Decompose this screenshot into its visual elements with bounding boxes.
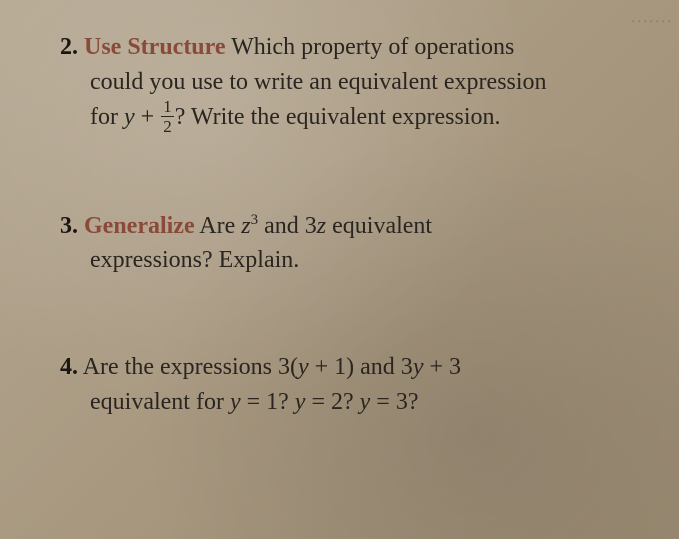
fraction-denominator: 2: [161, 117, 174, 135]
question-number-4: 4.: [60, 354, 78, 380]
q3-3z-var: z: [317, 213, 326, 239]
q4-line1-prefix: Are the expressions 3(: [83, 354, 298, 380]
q4-eq1-rest: = 1?: [241, 389, 295, 415]
q2-line2-wrap: could you use to write an equivalent exp…: [60, 65, 629, 100]
fraction-one-half: 12: [161, 98, 174, 135]
q2-plus: +: [135, 104, 161, 130]
q3-line2-wrap: expressions? Explain.: [60, 243, 629, 278]
question-number-2: 2.: [60, 34, 78, 60]
q4-eq3-var: y: [360, 389, 371, 415]
question-3: 3. Generalize Are z3 and 3z equivalent e…: [60, 209, 629, 279]
question-4-text: 4. Are the expressions 3(y + 1) and 3y +…: [60, 350, 629, 420]
fraction-numerator: 1: [161, 98, 174, 117]
q4-y1: y: [298, 354, 309, 380]
q2-line1: Which property of operations: [226, 34, 515, 60]
q3-z-cubed-base: z: [241, 213, 250, 239]
q2-line2: could you use to write an equivalent exp…: [90, 69, 547, 95]
q4-eq2-rest: = 2?: [305, 389, 359, 415]
question-4: 4. Are the expressions 3(y + 1) and 3y +…: [60, 350, 629, 420]
q3-line1-mid: and 3: [258, 213, 317, 239]
question-2: 2. Use Structure Which property of opera…: [60, 30, 629, 137]
q4-line2-prefix: equivalent for: [90, 389, 230, 415]
q4-y2: y: [413, 354, 424, 380]
q4-line2-wrap: equivalent for y = 1? y = 2? y = 3?: [60, 385, 629, 420]
margin-dots: • • • • • • •: [631, 15, 671, 31]
q4-line1-mid: + 1) and 3: [309, 354, 413, 380]
q4-eq2-var: y: [295, 389, 306, 415]
q4-eq1-var: y: [230, 389, 241, 415]
q3-z-cubed-exp: 3: [251, 212, 259, 228]
skill-label-generalize: Generalize: [84, 213, 195, 239]
q2-line3-wrap: for y + 12? Write the equivalent express…: [60, 100, 629, 137]
q4-line1-suffix: + 3: [423, 354, 461, 380]
q3-line1-prefix: Are: [195, 213, 242, 239]
q2-line3-prefix: for: [90, 104, 124, 130]
question-2-text: 2. Use Structure Which property of opera…: [60, 30, 629, 137]
q3-line1-suffix: equivalent: [326, 213, 432, 239]
skill-label-use-structure: Use Structure: [84, 34, 226, 60]
q2-line3-suffix: ? Write the equivalent expression.: [175, 104, 501, 130]
q2-var-y: y: [124, 104, 135, 130]
q3-line2: expressions? Explain.: [90, 247, 299, 273]
q4-eq3-rest: = 3?: [370, 389, 418, 415]
question-number-3: 3.: [60, 213, 78, 239]
question-3-text: 3. Generalize Are z3 and 3z equivalent e…: [60, 209, 629, 279]
